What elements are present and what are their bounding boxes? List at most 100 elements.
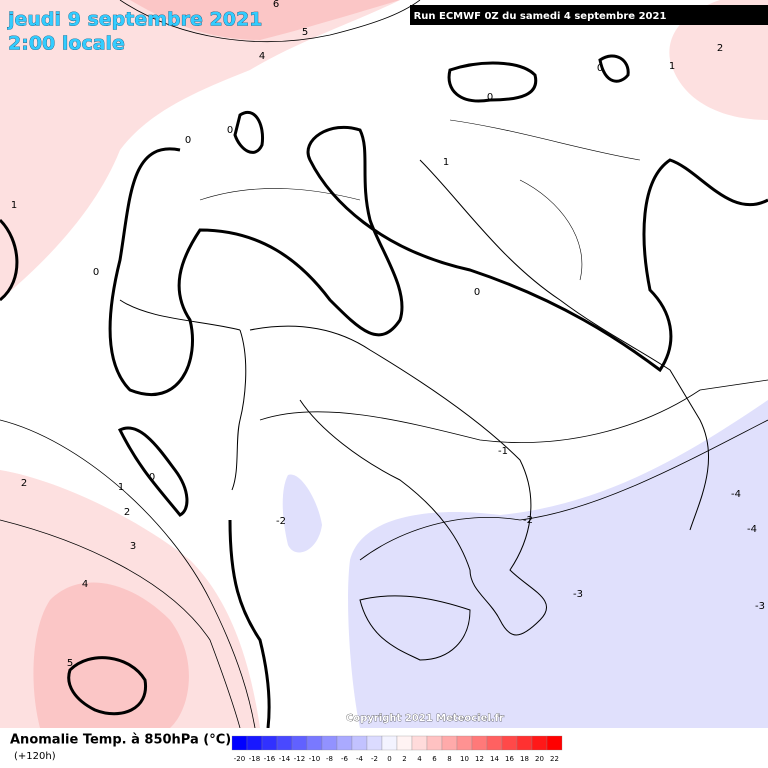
colorbar-label: -16 [264,755,276,763]
colorbar-swatch [231,735,248,751]
colorbar-swatch [381,735,398,751]
contour-label: -3 [573,589,583,600]
colorbar-label: 22 [550,755,559,763]
sicily [359,595,471,661]
corsica-sardinia [231,329,247,491]
borders [199,119,641,281]
colorbar-swatch [546,735,563,751]
contour-label: 0 [93,267,99,278]
contour-line [0,419,256,729]
run-info: Run ECMWF 0Z du samedi 4 septembre 2021 [414,11,667,22]
contour-label: -3 [755,601,765,612]
zero-contours [0,54,768,729]
colorbar-swatch [321,735,338,751]
contour-zero [117,426,189,517]
map-title: jeudi 9 septembre 2021 [7,9,262,31]
contour-label: 5 [67,658,73,669]
colorbar-label: 4 [417,755,422,763]
lead-label: (+120h) [14,751,56,762]
colorbar-swatch [246,735,263,751]
colorbar-label: 18 [520,755,529,763]
contour-label: 0 [474,287,480,298]
adriatic-coast [419,159,710,531]
contour-label: 0 [185,135,191,146]
colorbar-swatch [261,735,278,751]
colorbar-swatch [426,735,443,751]
colorbar-label: 8 [447,755,451,763]
colorbar-label: -8 [326,755,333,763]
contour-line [259,379,768,443]
warm-anomaly-strong [130,0,400,40]
colorbar-swatch [306,735,323,751]
contour-label: -4 [731,489,741,500]
colorbar-swatch [366,735,383,751]
colorbar-swatch [456,735,473,751]
contour-label: -2 [276,516,286,527]
colorbar-swatch [471,735,488,751]
colorbar-label: 6 [432,755,437,763]
colorbar-swatch [441,735,458,751]
contour-label: 3 [130,541,136,552]
italy-coast [249,325,547,636]
variable-label: Anomalie Temp. à 850hPa (°C) [10,733,231,748]
contour-line [359,419,768,561]
colorbar-swatch [411,735,428,751]
contour-label: 1 [443,157,449,168]
colorbar-label: 0 [387,755,391,763]
colorbar-swatch [516,735,533,751]
contour-zero [233,111,265,154]
map-time: 2:00 locale [8,33,125,55]
cold-anomaly [282,474,322,553]
contour-label: 4 [82,579,88,590]
colorbar-swatch [396,735,413,751]
warm-anomaly [0,0,400,300]
contour-label: 5 [302,27,308,38]
colorbar-label: -10 [309,755,320,763]
contour-label: 4 [259,51,265,62]
colorbar-swatch [486,735,503,751]
colorbar-label: -14 [279,755,291,763]
contour-label: 2 [717,43,723,54]
contour-zero [598,54,630,83]
colorbar-label: -18 [249,755,260,763]
colorbar-label: -4 [356,755,364,763]
colorbar-label: -20 [234,755,245,763]
colorbar-label: 14 [490,755,499,763]
contour-label: 1 [669,61,675,72]
contour-label: 0 [487,92,493,103]
warm-anomaly [669,0,768,120]
copyright: Copyright 2021 Meteociel.fr [346,713,504,724]
contour-label: 0 [597,63,603,74]
contour-five [67,656,147,716]
contour-zero [108,125,768,397]
cold-anomaly [348,400,768,728]
colorbar-label: -2 [371,755,378,763]
colorbar-label: 12 [475,755,484,763]
colorbar-swatch [276,735,293,751]
contour-zero [0,218,19,302]
coastlines [119,119,710,661]
contour-line [119,0,421,42]
contour-label: 1 [11,200,17,211]
colorbar-swatch [531,735,548,751]
contour-label: 0 [149,472,155,483]
contour-zero [228,519,271,729]
colorbar-swatch [336,735,353,751]
contour-label: 2 [21,478,27,489]
colorbar-label: -6 [341,755,349,763]
colorbar-swatch [351,735,368,751]
colorbar-swatch [501,735,518,751]
colorbar-label: 16 [505,755,514,763]
contour-label: 6 [273,0,279,10]
contour-line [0,519,241,729]
colorbar-label: -12 [294,755,305,763]
contour-label: -4 [747,524,757,535]
french-coast [119,299,241,331]
contour-label: 2 [124,507,130,518]
colorbar-label: 20 [535,755,544,763]
colorbar-label: 2 [402,755,406,763]
colorbar-swatch [291,735,308,751]
contours [0,0,768,729]
colorbar-label: 10 [460,755,469,763]
